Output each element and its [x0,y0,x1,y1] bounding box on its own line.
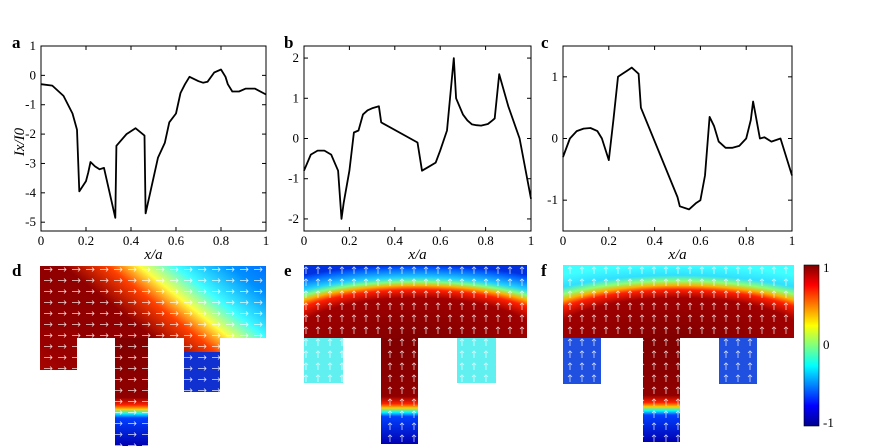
y-tick-label-a: -1 [25,97,36,112]
x-tick-label-b: 0.2 [341,233,357,248]
panel-letter-c: c [541,33,549,52]
x-tick-label-a: 0.8 [213,233,229,248]
series-line-b [303,57,532,220]
y-axis-label-a: Ix/I0 [12,127,28,157]
y-tick-label-a: -2 [25,126,36,141]
y-tick-label-b: 0 [293,131,300,146]
x-tick-label-b: 0.4 [387,233,404,248]
x-tick-label-c: 0.6 [692,233,709,248]
y-tick-label-a: -4 [25,185,36,200]
arrow-field-d [40,266,266,446]
y-tick-label-a: -3 [25,155,36,170]
y-tick-label-c: 0 [552,131,559,146]
panel-letter-f: f [541,261,547,280]
heatmap-d [40,266,266,446]
colorbar-max-label: 1 [823,260,830,275]
x-tick-label-c: 0.4 [646,233,663,248]
plot-frame-b [303,45,532,232]
colorbar-min-label: -1 [823,415,834,430]
x-tick-label-a: 0.2 [78,233,94,248]
y-tick-label-b: 2 [293,50,300,65]
colorbar: 1 0 -1 [803,260,834,430]
y-tick-label-b: 1 [293,90,300,105]
x-tick-label-a: 1 [263,233,270,248]
y-tick-label-c: 1 [552,69,559,84]
y-tick-label-c: -1 [547,192,558,207]
y-tick-label-a: -5 [25,214,36,229]
y-tick-label-b: -1 [288,171,299,186]
line-chart-c: 0 0.2 0.4 0.6 0.8 1 1 0 -1 x/a [547,45,796,263]
colorbar-mid-label: 0 [823,337,830,352]
x-tick-label-b: 0.6 [432,233,449,248]
line-chart-b: 0 0.2 0.4 0.6 0.8 1 2 1 0 -1 -2 x/a [288,45,535,263]
y-tick-label-a: 0 [30,67,37,82]
panel-letter-d: d [12,261,22,280]
x-tick-label-b: 0 [301,233,308,248]
panel-letter-e: e [284,261,292,280]
panel-letter-b: b [284,33,293,52]
arrow-field-f [563,265,794,442]
x-tick-label-c: 0.8 [738,233,754,248]
x-tick-label-a: 0.4 [123,233,140,248]
heatmap-e [304,265,527,444]
series-line-a [40,68,267,219]
colorbar-gradient [803,264,820,427]
y-tick-label-b: -2 [288,211,299,226]
x-tick-label-a: 0 [38,233,45,248]
x-tick-label-c: 0.2 [601,233,617,248]
x-tick-label-b: 0.8 [477,233,493,248]
series-line-c [562,66,793,211]
x-tick-label-a: 0.6 [168,233,185,248]
heatmap-f [563,265,794,442]
x-tick-label-c: 1 [789,233,796,248]
x-tick-label-b: 1 [528,233,535,248]
panel-letter-a: a [12,33,21,52]
plot-frame-a [40,45,267,232]
y-tick-label-a: 1 [30,38,37,53]
x-tick-label-c: 0 [560,233,567,248]
x-axis-label-c: x/a [667,247,686,263]
arrow-field-e [304,265,527,444]
x-axis-label-a: x/a [143,247,162,263]
plot-frame-c [562,45,793,232]
line-chart-a: 0 0.2 0.4 0.6 0.8 1 1 0 -1 -2 -3 -4 -5 x/a [25,38,269,263]
x-axis-label-b: x/a [407,247,426,263]
